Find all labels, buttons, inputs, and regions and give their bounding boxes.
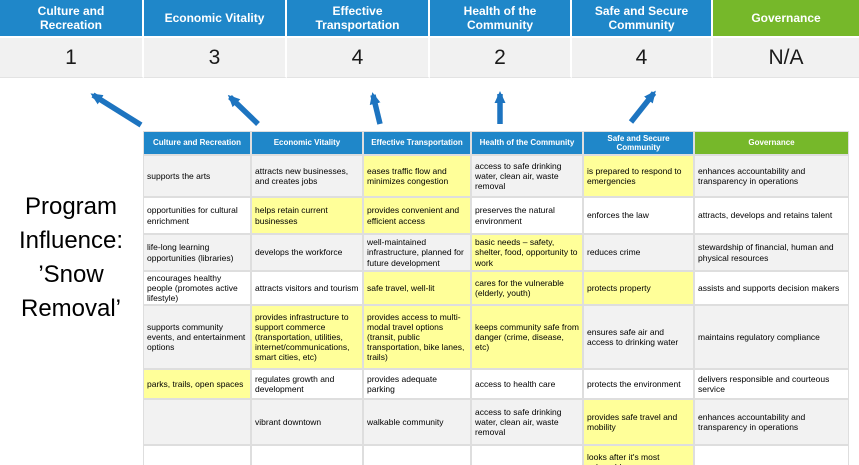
matrix-cell: attracts new businesses, and creates job… [252,156,362,196]
matrix-cell: safe travel, well-lit [364,272,470,305]
matrix-cell [144,446,250,465]
matrix-cell: encourages healthy people (promotes acti… [144,272,250,305]
matrix-cell: provides convenient and efficient access [364,198,470,233]
matrix-cell: provides infrastructure to support comme… [252,306,362,369]
influence-matrix: Culture and Recreation Economic Vitality… [142,130,850,465]
scoreboard-header-health: Health of the Community [430,0,572,38]
matrix-cell: enforces the law [584,198,693,233]
matrix-cell: life-long learning opportunities (librar… [144,235,250,270]
matrix-cell: reduces crime [584,235,693,270]
score-economic: 3 [144,38,287,78]
scoreboard: Culture and Recreation Economic Vitality… [0,0,859,78]
matrix-cell: cares for the vulnerable (elderly, youth… [472,272,582,305]
matrix-cell: attracts visitors and tourism [252,272,362,305]
matrix-header-governance: Governance [695,132,848,154]
matrix-header-culture: Culture and Recreation [144,132,250,154]
matrix-cell: develops the workforce [252,235,362,270]
matrix-cell: stewardship of financial, human and phys… [695,235,848,270]
matrix-cell: looks after it's most vulnerable [584,446,693,465]
score-health: 2 [430,38,572,78]
scoreboard-header-row: Culture and Recreation Economic Vitality… [0,0,859,38]
arrow-up-icon [90,92,143,128]
matrix-cell: ensures safe air and access to drinking … [584,306,693,369]
score-safety: 4 [572,38,713,78]
scoreboard-header-culture: Culture and Recreation [0,0,144,38]
matrix-cell: preserves the natural environment [472,198,582,233]
program-influence-title: Program Influence: ’Snow Removal’ [18,193,124,322]
arrow-up-icon [628,90,657,124]
matrix-row: supports the arts attracts new businesses… [144,156,848,196]
scoreboard-header-governance: Governance [713,0,859,38]
matrix-cell [364,446,470,465]
matrix-row: life-long learning opportunities (librar… [144,235,848,270]
scoreboard-score-row: 1 3 4 2 4 N/A [0,38,859,78]
matrix-cell: provides adequate parking [364,370,470,399]
matrix-header-transportation: Effective Transportation [364,132,470,154]
score-governance: N/A [713,38,859,78]
matrix-cell: attracts, develops and retains talent [695,198,848,233]
matrix-row: encourages healthy people (promotes acti… [144,272,848,305]
matrix-cell: access to safe drinking water, clean air… [472,400,582,445]
matrix-cell: vibrant downtown [252,400,362,445]
matrix-cell: is prepared to respond to emergencies [584,156,693,196]
matrix-cell [472,446,582,465]
matrix-cell: walkable community [364,400,470,445]
matrix-cell [252,446,362,465]
matrix-cell: supports the arts [144,156,250,196]
matrix-cell: delivers responsible and courteous servi… [695,370,848,399]
matrix-cell: assists and supports decision makers [695,272,848,305]
matrix-cell: provides access to multi-modal travel op… [364,306,470,369]
matrix-body: supports the arts attracts new businesses… [144,156,848,465]
matrix-cell: provides safe travel and mobility [584,400,693,445]
matrix-cell: basic needs – safety, shelter, food, opp… [472,235,582,270]
matrix-row: looks after it's most vulnerable [144,446,848,465]
matrix-cell: enhances accountability and transparency… [695,400,848,445]
scoreboard-header-safety: Safe and Secure Community [572,0,713,38]
matrix-row: vibrant downtown walkable community access… [144,400,848,445]
scoreboard-header-transportation: Effective Transportation [287,0,430,38]
matrix-cell: parks, trails, open spaces [144,370,250,399]
matrix-row: opportunities for cultural enrichment hel… [144,198,848,233]
matrix-cell: regulates growth and development [252,370,362,399]
matrix-cell: enhances accountability and transparency… [695,156,848,196]
arrow-up-icon [227,94,260,126]
arrow-up-icon [369,92,383,125]
matrix-cell: protects property [584,272,693,305]
matrix-cell: supports community events, and entertain… [144,306,250,369]
score-transportation: 4 [287,38,430,78]
matrix-cell: keeps community safe from danger (crime,… [472,306,582,369]
matrix-row: parks, trails, open spaces regulates grow… [144,370,848,399]
scoreboard-header-economic: Economic Vitality [144,0,287,38]
matrix-cell: protects the environment [584,370,693,399]
matrix-cell: eases traffic flow and minimizes congest… [364,156,470,196]
matrix-cell: access to safe drinking water, clean air… [472,156,582,196]
matrix-cell: helps retain current businesses [252,198,362,233]
matrix-cell: opportunities for cultural enrichment [144,198,250,233]
matrix-cell [144,400,250,445]
matrix-cell: access to health care [472,370,582,399]
matrix-header-row: Culture and Recreation Economic Vitality… [144,132,848,154]
matrix-cell [695,446,848,465]
matrix-header-health: Health of the Community [472,132,582,154]
score-culture: 1 [0,38,144,78]
matrix-cell: maintains regulatory compliance [695,306,848,369]
matrix-header-economic: Economic Vitality [252,132,362,154]
matrix-cell: well-maintained infrastructure, planned … [364,235,470,270]
matrix-row: supports community events, and entertain… [144,306,848,369]
matrix-header-safety: Safe and Secure Community [584,132,693,154]
